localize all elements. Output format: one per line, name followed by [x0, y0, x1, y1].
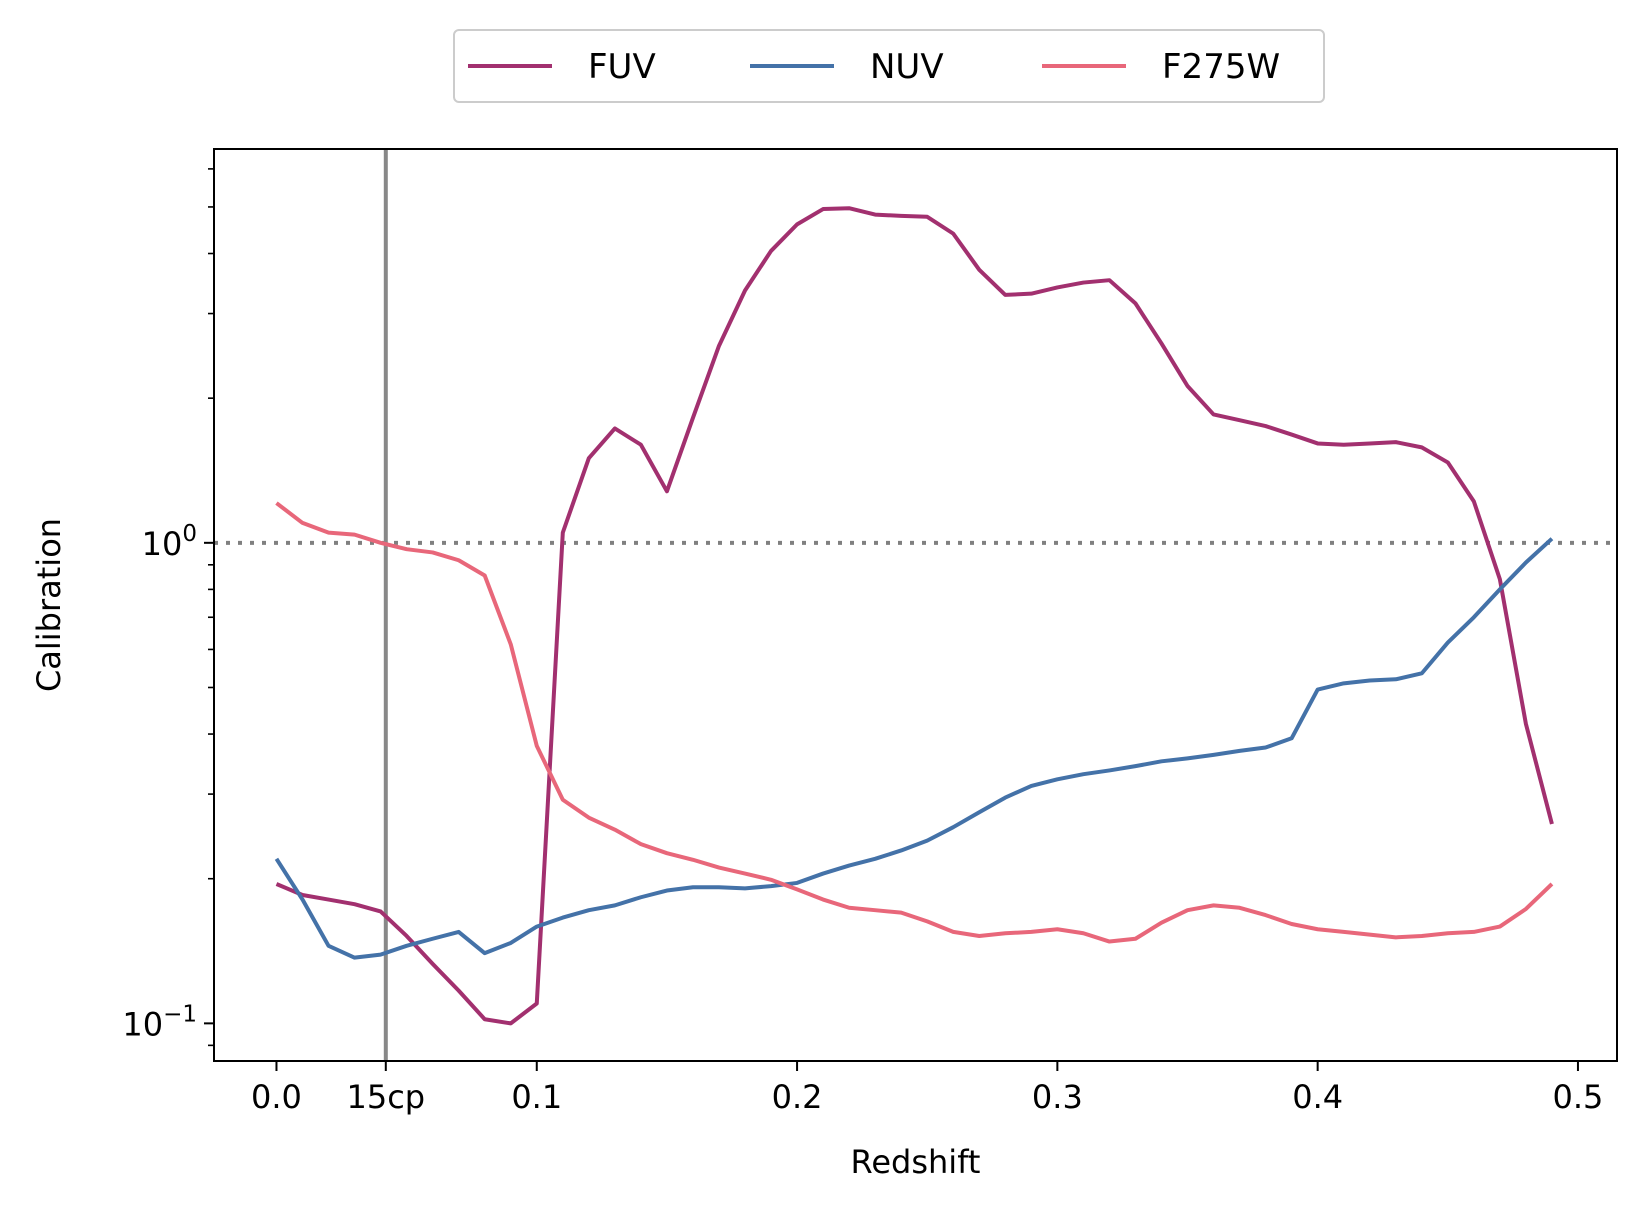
x-tick-label: 0.1: [511, 1078, 562, 1116]
x-axis-label: Redshift: [851, 1143, 981, 1181]
plot-frame: [213, 148, 1618, 1062]
legend-entry-nuv: NUV: [750, 47, 944, 87]
x-tick-label: 0.3: [1032, 1078, 1083, 1116]
legend-entry-f275w: F275W: [1042, 47, 1280, 87]
legend-label-fuv: FUV: [588, 47, 656, 87]
x-tick-label: 0.2: [772, 1078, 823, 1116]
legend: FUV NUV F275W: [453, 29, 1325, 103]
x-tick-label: 0.5: [1553, 1078, 1604, 1116]
series-line-f275w: [275, 501, 1554, 944]
legend-entry-fuv: FUV: [468, 47, 656, 87]
y-tick-label: 100: [142, 521, 197, 563]
plot-lines: [214, 149, 1617, 1061]
y-axis-label: Calibration: [30, 518, 68, 692]
y-tick-label: 10−1: [122, 1001, 197, 1043]
series-line-fuv: [275, 206, 1554, 1026]
x-tick-label: 0.0: [251, 1078, 302, 1116]
axes: 0.0 15cp 0.1 0.2 0.3 0.4 0.5 10−1 100: [122, 148, 1618, 1116]
x-tick-label: 0.4: [1292, 1078, 1343, 1116]
legend-label-f275w: F275W: [1162, 47, 1280, 87]
series-line-nuv: [274, 537, 1554, 960]
x-tick-label: 15cp: [346, 1078, 425, 1116]
legend-box: [453, 29, 1325, 103]
legend-label-nuv: NUV: [870, 47, 944, 87]
